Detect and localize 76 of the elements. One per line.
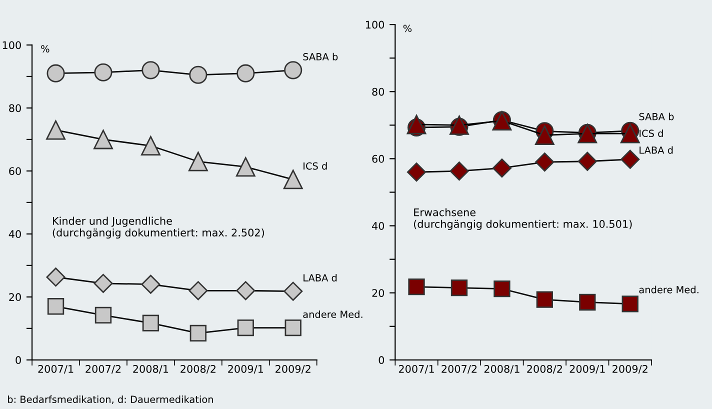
x-tick-label: 2007/1 — [38, 364, 74, 374]
point — [450, 162, 469, 181]
point — [620, 150, 640, 169]
point — [46, 64, 65, 82]
point — [406, 114, 426, 134]
series-label: LABA d — [304, 274, 337, 282]
series-label: SABA b — [303, 52, 338, 60]
point — [46, 268, 66, 287]
point — [188, 152, 208, 172]
point — [190, 324, 207, 342]
y-tick-label: 60 — [9, 167, 21, 176]
y-axis-title: % — [41, 45, 50, 53]
point — [492, 158, 512, 178]
point — [142, 61, 160, 80]
point — [47, 298, 64, 315]
y-tick-label: 20 — [372, 289, 384, 297]
y-tick-label: 60 — [372, 154, 384, 163]
point — [237, 319, 254, 336]
series-label: andere Med. — [639, 286, 698, 294]
y-tick-label: 20 — [9, 293, 21, 302]
point — [142, 314, 160, 332]
x-tick-label: 2008/2 — [180, 364, 216, 374]
y-tick-label: 40 — [372, 222, 384, 230]
x-tick-label: 2008/1 — [484, 364, 520, 374]
point — [94, 63, 112, 82]
x-tick-label: 2007/2 — [86, 364, 121, 374]
point — [141, 274, 160, 294]
point — [236, 157, 256, 177]
point — [283, 170, 303, 190]
x-tick-label: 2009/2 — [612, 364, 648, 374]
point — [620, 124, 640, 144]
point — [622, 296, 638, 312]
point — [140, 136, 160, 156]
point — [579, 294, 596, 311]
y-tick-label: 80 — [9, 104, 21, 112]
point — [46, 120, 66, 140]
series-label: ICS d — [640, 130, 663, 138]
point — [578, 152, 597, 171]
x-tick-label: 2008/1 — [133, 364, 168, 374]
y-tick-label: 100 — [366, 20, 384, 29]
y-tick-label: 0 — [378, 356, 384, 364]
x-tick-label: 2007/1 — [398, 364, 434, 374]
point — [284, 61, 302, 80]
point — [406, 162, 426, 182]
y-tick-label: 80 — [372, 88, 384, 96]
point — [450, 279, 468, 296]
x-tick-label: 2009/1 — [570, 364, 605, 374]
series-label: ICS d — [304, 162, 327, 170]
x-tick-label: 2009/1 — [228, 364, 263, 374]
point — [408, 278, 425, 296]
y-axis-title: % — [403, 24, 412, 32]
text: b: Bedarfsmedikation, d: Dauermedikation — [8, 396, 213, 404]
series-label: andere Med. — [303, 310, 362, 318]
annotation: Erwachsene (durchgängig dokumentiert: max. 10.501) — [414, 208, 632, 230]
point — [94, 130, 113, 150]
point — [188, 281, 208, 300]
series-label: LABA d — [640, 146, 673, 154]
x-tick-label: 2007/2 — [442, 364, 477, 374]
y-tick-label: 40 — [8, 230, 21, 238]
point — [94, 274, 113, 293]
point — [284, 282, 303, 301]
y-tick-label: 0 — [16, 356, 21, 364]
point — [236, 64, 255, 82]
point — [284, 319, 302, 336]
x-tick-label: 2009/2 — [276, 364, 310, 374]
point — [536, 291, 554, 308]
point — [494, 280, 510, 298]
series-label: SABA b — [639, 112, 674, 120]
y-tick-label: 100 — [2, 41, 21, 50]
point — [534, 125, 554, 145]
point — [236, 281, 256, 300]
x-tick-label: 2008/2 — [527, 364, 562, 374]
annotation: Kinder und Jugendliche (durchgängig dokumentiert: max. 2.502) — [52, 216, 264, 239]
point — [94, 306, 112, 324]
point — [189, 66, 208, 84]
point — [535, 152, 554, 172]
